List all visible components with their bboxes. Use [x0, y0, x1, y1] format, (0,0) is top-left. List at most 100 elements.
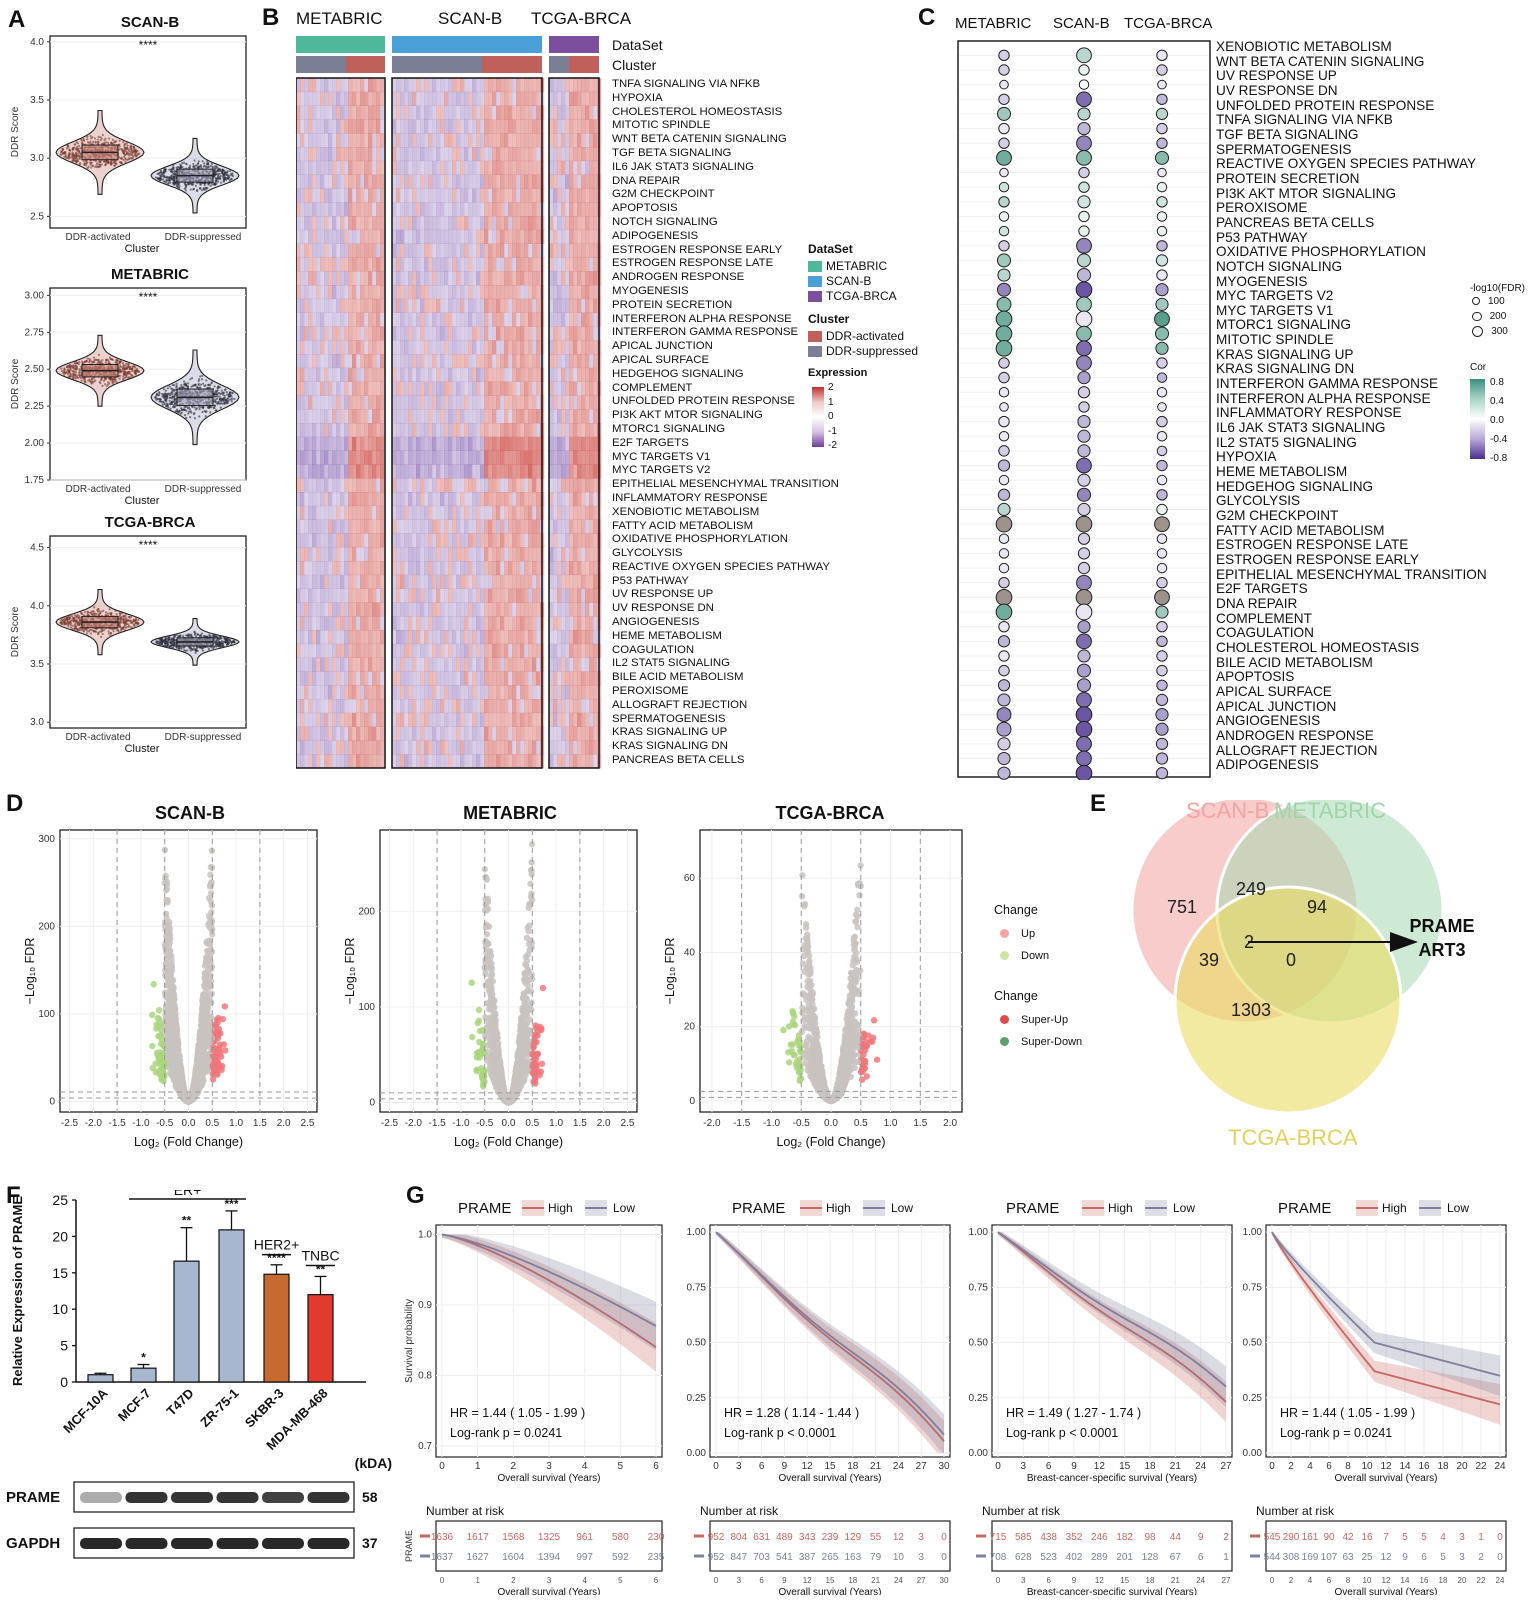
heatmap-cell — [480, 175, 484, 189]
heatmap-cell — [440, 244, 444, 258]
jitter-point — [198, 383, 200, 385]
jitter-point — [128, 363, 130, 365]
heatmap-cell — [344, 340, 348, 354]
heatmap-cell — [316, 754, 320, 768]
heatmap-cell — [412, 106, 416, 120]
heatmap-cell — [340, 161, 344, 175]
heatmap-cell — [348, 658, 352, 672]
jitter-point — [162, 400, 164, 402]
heatmap-cell — [328, 119, 332, 133]
heatmap-cell — [400, 92, 404, 106]
heatmap-cell — [336, 368, 340, 382]
heatmap-cell — [368, 106, 372, 120]
heatmap-cell — [360, 133, 364, 147]
heatmap-cell — [496, 244, 500, 258]
heatmap-cell — [324, 451, 328, 465]
heatmap-cell — [304, 547, 308, 561]
heatmap-cell — [428, 299, 432, 313]
heatmap-cell — [372, 354, 376, 368]
heatmap-cell — [344, 506, 348, 520]
heatmap-cell — [332, 106, 336, 120]
heatmap-cell — [536, 161, 540, 175]
heatmap-cell — [528, 78, 532, 92]
heatmap-cell — [324, 92, 328, 106]
heatmap-cell — [336, 754, 340, 768]
heatmap-cell — [440, 119, 444, 133]
heatmap-cell — [368, 464, 372, 478]
jitter-point — [118, 143, 120, 145]
heatmap-cell — [412, 175, 416, 189]
heatmap-cell — [376, 423, 380, 437]
heatmap-cell — [512, 106, 516, 120]
jitter-point — [93, 361, 95, 363]
heatmap-cell — [304, 616, 308, 630]
heatmap-cell — [400, 147, 404, 161]
heatmap-cell — [416, 133, 420, 147]
heatmap-cell — [340, 299, 344, 313]
jitter-point — [119, 140, 121, 142]
jitter-point — [128, 616, 130, 618]
heatmap-cell — [380, 313, 384, 327]
heatmap-cell — [356, 299, 360, 313]
heatmap-cell — [488, 78, 492, 92]
heatmap-cell — [484, 78, 488, 92]
jitter-point — [172, 637, 174, 639]
heatmap-cell — [336, 630, 340, 644]
heatmap-cell — [348, 257, 352, 271]
heatmap-cell — [300, 727, 304, 741]
heatmap-cell — [408, 216, 412, 230]
heatmap-cell — [424, 202, 428, 216]
heatmap-cell — [344, 644, 348, 658]
heatmap-cell — [356, 106, 360, 120]
heatmap-cell — [360, 92, 364, 106]
jitter-point — [222, 643, 224, 645]
heatmap-cell — [356, 685, 360, 699]
heatmap-cell — [340, 492, 344, 506]
heatmap-cell — [324, 506, 328, 520]
heatmap-cell — [380, 644, 384, 658]
heatmap-cell — [472, 313, 476, 327]
y-tick-label: 4.5 — [30, 543, 44, 554]
heatmap-cell — [300, 754, 304, 768]
heatmap-cell — [316, 313, 320, 327]
heatmap-cell — [504, 78, 508, 92]
jitter-point — [135, 372, 137, 374]
heatmap-cell — [484, 175, 488, 189]
heatmap-cell — [496, 92, 500, 106]
heatmap-cell — [520, 285, 524, 299]
heatmap-cell — [368, 727, 372, 741]
heatmap-cell — [416, 92, 420, 106]
heatmap-cell — [356, 354, 360, 368]
jitter-point — [185, 189, 187, 191]
jitter-point — [123, 616, 125, 618]
heatmap-cell — [368, 699, 372, 713]
jitter-point — [162, 178, 164, 180]
heatmap-cell — [340, 395, 344, 409]
jitter-point — [221, 402, 223, 404]
jitter-point — [211, 163, 213, 165]
jitter-point — [76, 620, 78, 622]
heatmap-cell — [312, 92, 316, 106]
heatmap-cell — [320, 740, 324, 754]
heatmap-cell — [324, 547, 328, 561]
heatmap-cell — [372, 285, 376, 299]
heatmap-cell — [352, 147, 356, 161]
heatmap-cell — [444, 271, 448, 285]
heatmap-cell — [372, 464, 376, 478]
heatmap-cell — [516, 175, 520, 189]
heatmap-cell — [304, 437, 308, 451]
heatmap-cell — [428, 202, 432, 216]
heatmap-cell — [400, 175, 404, 189]
heatmap-cell — [316, 216, 320, 230]
heatmap-cell — [492, 188, 496, 202]
heatmap-cell — [512, 230, 516, 244]
heatmap-cell — [340, 740, 344, 754]
heatmap-cell — [364, 658, 368, 672]
y-tick-label: 4.0 — [30, 601, 44, 612]
jitter-point — [86, 632, 88, 634]
heatmap-cell — [524, 161, 528, 175]
heatmap-cell — [332, 382, 336, 396]
heatmap-cell — [360, 188, 364, 202]
heatmap-cell — [336, 326, 340, 340]
jitter-point — [219, 636, 221, 638]
